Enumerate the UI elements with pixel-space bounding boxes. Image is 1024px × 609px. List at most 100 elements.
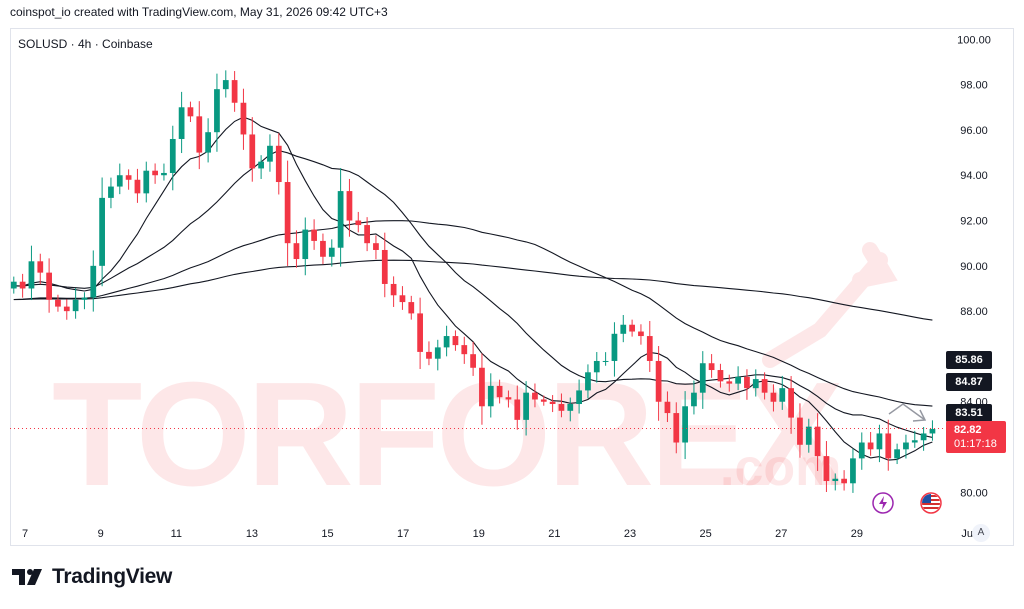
candle-body: [470, 354, 476, 368]
watermark-suffix: .com: [720, 439, 841, 497]
ma-line-9: [13, 116, 933, 461]
candle-body: [196, 116, 203, 153]
candle: [231, 71, 238, 112]
candle-body: [46, 272, 52, 300]
candle-body: [487, 385, 494, 407]
candle-body: [867, 442, 874, 450]
lightning-icon[interactable]: [872, 492, 894, 514]
candle: [240, 88, 247, 150]
candles: [10, 70, 936, 493]
candle: [814, 413, 821, 471]
candle-body: [885, 433, 892, 459]
auto-scale-button[interactable]: A: [972, 524, 990, 542]
candle: [267, 134, 273, 172]
candle-body: [876, 433, 883, 450]
candle: [514, 385, 521, 430]
candle: [558, 393, 565, 418]
candle-body: [629, 324, 635, 332]
candle: [399, 286, 406, 310]
candle: [328, 239, 335, 267]
candle: [744, 369, 750, 400]
candle-body: [576, 390, 582, 405]
candle-body: [814, 426, 821, 457]
candle: [593, 352, 600, 383]
candle-body: [699, 363, 706, 393]
candle-body: [355, 220, 362, 226]
candle-body: [805, 426, 812, 445]
candle: [523, 381, 529, 436]
candle: [134, 168, 141, 203]
us-flag-icon[interactable]: [920, 492, 942, 514]
candle: [805, 418, 812, 453]
candle: [841, 470, 847, 491]
tradingview-logo[interactable]: TradingView: [12, 565, 172, 589]
candle: [735, 366, 741, 391]
candle-body: [797, 417, 803, 445]
candle: [461, 336, 468, 364]
candle-body: [735, 376, 741, 384]
candle: [664, 391, 671, 423]
x-tick-label: 9: [98, 528, 104, 540]
candle: [152, 163, 158, 184]
arrow-head: [912, 409, 927, 422]
candle: [320, 233, 326, 265]
candle-body: [496, 385, 503, 398]
candle-body: [638, 331, 644, 337]
candle-body: [134, 179, 141, 194]
time-axis[interactable]: 7 9 11 13 15 17 19 21 23 25 27 29 Jun: [22, 528, 979, 540]
y-tick-label: 92.00: [960, 216, 988, 228]
candle: [143, 161, 150, 203]
x-tick-label: 13: [246, 528, 258, 540]
candle-body: [426, 351, 432, 359]
candle-body: [903, 442, 909, 450]
candle-body: [390, 283, 397, 296]
candle-body: [479, 367, 485, 407]
candle: [532, 383, 538, 408]
candle: [214, 73, 220, 152]
candle: [90, 250, 97, 312]
candle: [63, 299, 70, 320]
candle: [55, 294, 61, 312]
candle-body: [19, 281, 26, 289]
chart-frame[interactable]: [10, 28, 1014, 546]
moving-average-lines: [13, 116, 933, 461]
candle-body: [373, 243, 379, 250]
candle-body: [540, 399, 547, 402]
candle-body: [116, 175, 123, 187]
candle: [302, 217, 309, 276]
ma-line-21: [13, 150, 933, 438]
candle-body: [673, 413, 680, 443]
arrow-path: [888, 403, 926, 421]
candle-body: [911, 440, 918, 443]
candle: [832, 473, 839, 491]
candle-body: [532, 392, 538, 400]
candle-body: [726, 381, 733, 384]
candle-body: [434, 347, 441, 359]
candle-body: [567, 404, 574, 411]
candle: [426, 341, 432, 366]
candle: [929, 420, 936, 441]
candle: [222, 70, 229, 98]
candle: [823, 441, 830, 493]
candle: [116, 163, 123, 195]
price-tag: 85.86: [946, 350, 992, 369]
candle-body: [620, 324, 627, 334]
candle-body: [585, 372, 591, 391]
candle-body: [311, 229, 317, 241]
candle: [585, 364, 591, 399]
candle-body: [832, 478, 839, 482]
projection-arrow: [888, 403, 927, 422]
candle: [496, 379, 503, 404]
candle: [867, 431, 874, 456]
candle-body: [152, 170, 158, 176]
symbol-legend[interactable]: SOLUSD · 4h · Coinbase: [18, 37, 153, 51]
candle-body: [293, 243, 300, 260]
candle-body: [55, 299, 61, 307]
candle: [540, 395, 547, 406]
y-tick-label: 80.00: [960, 487, 988, 499]
candle-body: [452, 336, 459, 346]
candle-body: [708, 363, 715, 371]
y-tick-label: 88.00: [960, 306, 988, 318]
candle: [408, 295, 415, 320]
